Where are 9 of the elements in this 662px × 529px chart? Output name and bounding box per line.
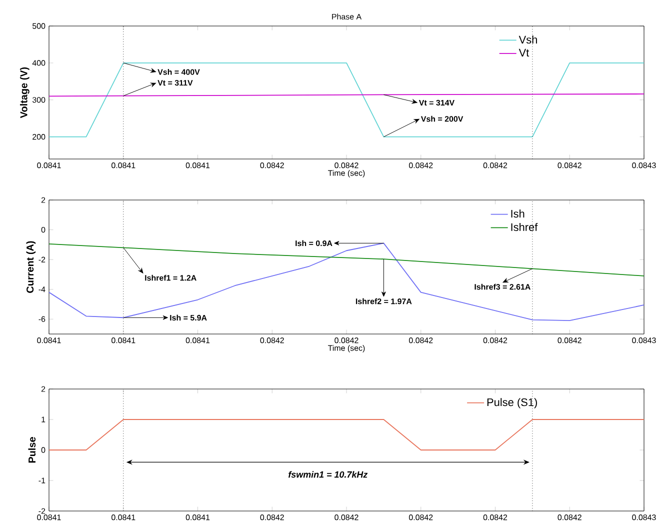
legend-label: Ish (511, 210, 524, 218)
y-axis-title: Pulse (28, 437, 36, 463)
y-axis-title: Current (A) (26, 241, 36, 293)
legend-label: Ishref (511, 222, 538, 232)
legend-label: Pulse (S1) (487, 398, 537, 408)
legend-label: Vsh (518, 36, 537, 44)
y-axis-title: Voltage (V) (20, 67, 30, 118)
annotation: fswmin1 = 10.7kHz (288, 471, 368, 478)
legend-label: Vt (518, 48, 530, 57)
